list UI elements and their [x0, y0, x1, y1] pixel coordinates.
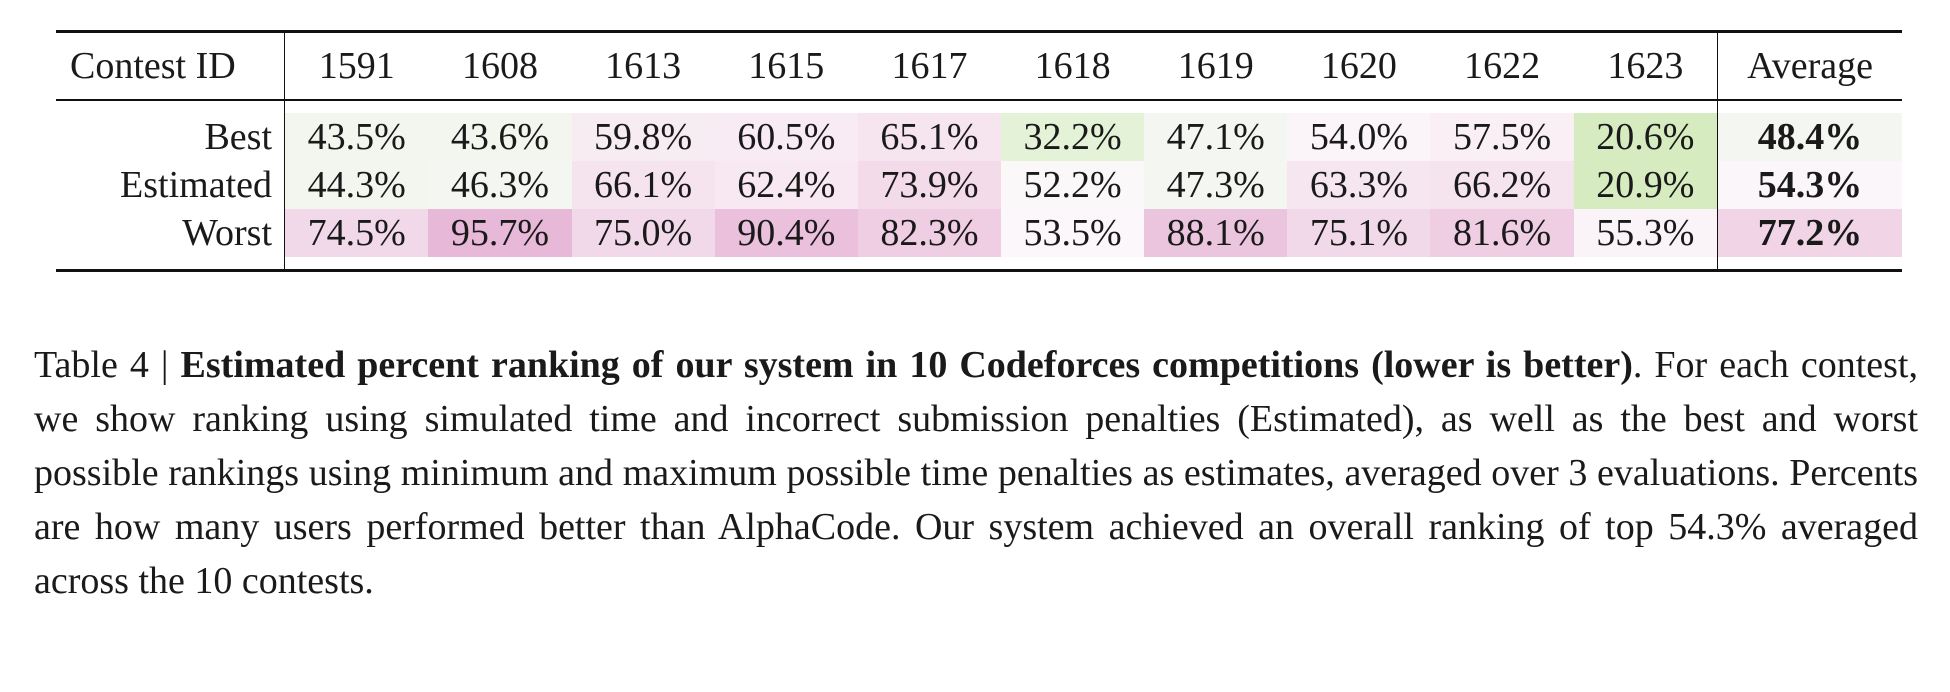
header-contest: 1615: [748, 45, 825, 87]
table-cell: 44.3%: [284, 161, 429, 209]
header-contest: 1618: [1034, 45, 1111, 87]
table-cell: 52.2%: [1001, 161, 1145, 209]
caption-body: . For each contest, we show ranking usin…: [34, 344, 1918, 602]
table-cell: 55.3%: [1573, 209, 1718, 257]
table-cell: 47.1%: [1144, 113, 1288, 161]
header-contest: 1608: [461, 45, 538, 87]
header-contest: 1620: [1320, 45, 1397, 87]
table-cell: 82.3%: [857, 209, 1002, 257]
table-cell: 43.6%: [428, 113, 572, 161]
ranking-table-container: Contest ID 1591 1608 1613 1615 1617 1618…: [56, 30, 1902, 272]
table-cell: 62.4%: [714, 161, 858, 209]
average-cell: 54.3%: [1717, 161, 1902, 209]
header-contest: 1591: [318, 45, 395, 87]
table-cell: 73.9%: [857, 161, 1002, 209]
table-cell: 20.9%: [1573, 161, 1718, 209]
average-cell: 77.2%: [1717, 209, 1902, 257]
spacer-row: [56, 257, 1902, 272]
header-contest: 1623: [1607, 45, 1684, 87]
average-cell: 48.4%: [1717, 113, 1902, 161]
spacer-row: [56, 100, 1902, 113]
header-contest: 1613: [605, 45, 682, 87]
table-cell: 43.5%: [284, 113, 429, 161]
table-cell: 57.5%: [1430, 113, 1574, 161]
table-cell: 59.8%: [571, 113, 715, 161]
table-cell: 63.3%: [1287, 161, 1431, 209]
header-contest-id: Contest ID: [56, 31, 285, 100]
header-contest: 1622: [1464, 45, 1541, 87]
table-cell: 75.1%: [1287, 209, 1431, 257]
table-cell: 81.6%: [1430, 209, 1574, 257]
table-cell: 75.0%: [571, 209, 715, 257]
table-row-worst: Worst 74.5% 95.7% 75.0% 90.4% 82.3% 53.5…: [56, 209, 1902, 257]
table-cell: 46.3%: [428, 161, 572, 209]
table-row-estimated: Estimated 44.3% 46.3% 66.1% 62.4% 73.9% …: [56, 161, 1902, 209]
header-contest: 1617: [891, 45, 968, 87]
table-cell: 54.0%: [1287, 113, 1431, 161]
table-cell: 66.2%: [1430, 161, 1574, 209]
ranking-table: Contest ID 1591 1608 1613 1615 1617 1618…: [56, 30, 1902, 272]
table-caption: Table 4 | Estimated percent ranking of o…: [34, 338, 1918, 608]
table-cell: 90.4%: [714, 209, 858, 257]
table-cell: 47.3%: [1144, 161, 1288, 209]
table-cell: 53.5%: [1001, 209, 1145, 257]
table-row-best: Best 43.5% 43.6% 59.8% 60.5% 65.1% 32.2%…: [56, 113, 1902, 161]
table-cell: 20.6%: [1573, 113, 1718, 161]
caption-title: Estimated percent ranking of our system …: [180, 344, 1633, 386]
caption-prefix: Table 4 |: [34, 344, 181, 386]
row-label: Estimated: [56, 161, 285, 209]
table-cell: 60.5%: [714, 113, 858, 161]
row-label: Worst: [56, 209, 285, 257]
header-average: Average: [1717, 31, 1902, 100]
header-row: Contest ID 1591 1608 1613 1615 1617 1618…: [56, 31, 1902, 100]
row-label: Best: [56, 113, 285, 161]
header-contest: 1619: [1177, 45, 1254, 87]
table-cell: 32.2%: [1001, 113, 1145, 161]
table-cell: 95.7%: [428, 209, 572, 257]
table-cell: 65.1%: [857, 113, 1002, 161]
table-cell: 88.1%: [1144, 209, 1288, 257]
table-cell: 66.1%: [571, 161, 715, 209]
table-cell: 74.5%: [284, 209, 429, 257]
